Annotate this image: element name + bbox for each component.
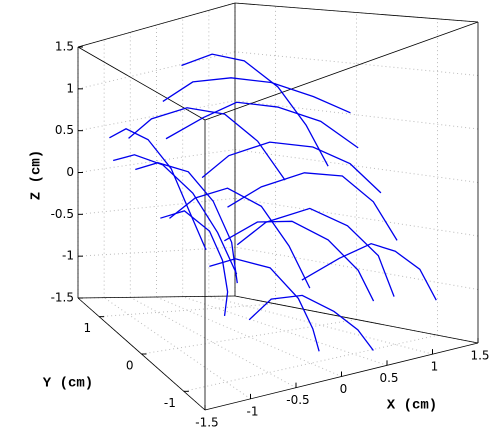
trajectory (224, 220, 375, 302)
grid-line (234, 100, 479, 130)
trajectory (201, 141, 382, 194)
x-tick-label: 0.5 (379, 371, 398, 385)
x-tick-label: -1.5 (195, 416, 218, 429)
z-tick-label: 0.5 (55, 123, 74, 137)
trajectory (160, 210, 229, 317)
trajectory (113, 154, 238, 275)
trajectory (169, 187, 311, 289)
y-axis-label: Y (cm) (43, 376, 93, 392)
grid-line (234, 197, 479, 237)
y-tick-label: 1 (84, 321, 92, 335)
z-tick-label: -0.5 (51, 207, 74, 221)
box-edge (234, 295, 479, 344)
x-axis-label: X (cm) (387, 398, 437, 414)
grid-line (77, 100, 236, 132)
box-edge (77, 295, 236, 299)
box-edge (77, 2, 236, 48)
z-axis-label: Z (cm) (29, 150, 45, 200)
grid-line (183, 334, 438, 392)
trajectory (209, 258, 320, 352)
grid-line (234, 51, 479, 76)
trajectory (128, 107, 286, 181)
trajectory (181, 53, 329, 167)
grid-line (141, 319, 357, 355)
trajectory (162, 77, 351, 114)
grid-line (208, 295, 433, 355)
grid-line (99, 303, 276, 318)
trajectory (109, 128, 207, 251)
grid-line (77, 149, 236, 173)
y-tick-label: 0 (126, 359, 134, 373)
z-tick-label: 0 (66, 165, 74, 179)
x-tick-label: 1.5 (470, 349, 489, 363)
trajectory (227, 172, 398, 241)
y-tick-label: -1 (164, 396, 176, 410)
grid-line (77, 51, 236, 90)
box-edge (234, 2, 479, 23)
x-tick-label: -0.5 (286, 393, 309, 407)
z-tick-label: 1.5 (55, 40, 74, 54)
trajectory (135, 162, 238, 284)
x-tick-label: 0 (340, 382, 348, 396)
trajectory (165, 101, 359, 149)
z-tick-label: -1.5 (51, 291, 74, 305)
trajectory (236, 207, 395, 297)
trajectory (248, 294, 374, 351)
grid-line (234, 149, 479, 183)
z-tick-label: -1 (62, 249, 74, 263)
x-tick-label: 1 (431, 360, 439, 374)
box-edge (77, 46, 206, 121)
x-tick-label: -1 (247, 404, 259, 418)
trajectory (301, 242, 437, 301)
z-tick-label: 1 (66, 81, 74, 95)
